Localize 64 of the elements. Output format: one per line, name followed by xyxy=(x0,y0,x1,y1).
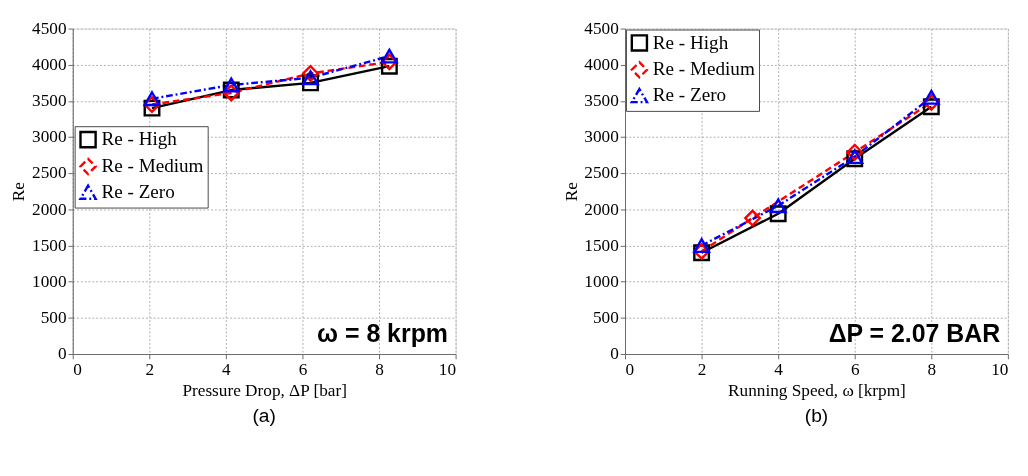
y-axis-title: Re xyxy=(9,181,29,202)
legend-label: Re - Medium xyxy=(652,58,755,80)
y-tick-label: 4500 xyxy=(584,18,619,38)
point xyxy=(744,209,761,227)
point xyxy=(143,99,161,117)
y-tick-label: 1000 xyxy=(584,271,619,291)
x-tick-label: 10 xyxy=(438,359,457,379)
point xyxy=(143,91,161,107)
legend-label: Re - Zero xyxy=(652,84,727,106)
point xyxy=(922,89,940,105)
point xyxy=(922,93,940,111)
y-tick-label: 4500 xyxy=(32,18,67,38)
y-tick-label: 2000 xyxy=(32,199,67,219)
point xyxy=(380,57,398,75)
point xyxy=(302,70,319,86)
y-tick-label: 500 xyxy=(592,308,619,328)
y-tick-label: 2500 xyxy=(32,163,67,183)
point xyxy=(846,143,864,161)
point xyxy=(302,74,319,92)
y-tick-label: 3500 xyxy=(32,91,67,111)
point xyxy=(769,205,787,223)
y-tick-label: 3500 xyxy=(584,91,619,111)
x-tick-label: 0 xyxy=(625,359,635,379)
y-tick-label: 0 xyxy=(57,344,67,364)
y-tick-label: 4000 xyxy=(584,55,619,75)
point xyxy=(380,48,398,64)
annotation: ΔP = 2.07 BAR xyxy=(828,318,1001,347)
y-tick-label: 4000 xyxy=(32,55,67,75)
legend-label: Re - Zero xyxy=(101,181,175,203)
x-tick-label: 0 xyxy=(73,359,82,379)
x-axis-title: Running Speed, ω [krpm] xyxy=(728,380,906,400)
y-tick-label: 1500 xyxy=(584,235,619,255)
x-tick-label: 6 xyxy=(850,359,860,379)
y-axis-title: Re xyxy=(561,181,581,202)
point xyxy=(143,96,161,113)
x-axis-title: Pressure Drop, ΔP [bar] xyxy=(182,380,347,400)
point xyxy=(769,198,787,214)
y-tick-label: 0 xyxy=(610,344,619,364)
x-tick-label: 4 xyxy=(222,359,232,379)
y-tick-label: 3000 xyxy=(32,127,67,147)
y-tick-label: 500 xyxy=(40,308,67,328)
legend-label: Re - High xyxy=(652,31,729,53)
legend-label: Re - High xyxy=(101,128,178,150)
point xyxy=(222,77,240,93)
x-tick-label: 2 xyxy=(697,359,707,379)
x-tick-label: 8 xyxy=(375,359,384,379)
point xyxy=(380,53,398,71)
y-tick-label: 3000 xyxy=(584,127,619,147)
text: (b) xyxy=(804,404,829,426)
x-tick-label: 8 xyxy=(927,359,937,379)
x-tick-label: 10 xyxy=(991,359,1009,379)
y-tick-label: 2500 xyxy=(584,163,619,183)
legend-label: Re - Medium xyxy=(101,155,204,177)
x-tick-label: 2 xyxy=(145,359,155,379)
text: (a) xyxy=(252,404,276,426)
point xyxy=(693,238,711,254)
x-tick-label: 6 xyxy=(298,359,308,379)
annotation: ω = 8 krpm xyxy=(317,318,448,347)
point xyxy=(922,98,940,116)
y-tick-label: 1000 xyxy=(32,271,67,291)
y-tick-label: 1500 xyxy=(32,235,67,255)
y-tick-label: 2000 xyxy=(584,199,619,219)
x-tick-label: 4 xyxy=(774,359,784,379)
point xyxy=(302,64,319,82)
